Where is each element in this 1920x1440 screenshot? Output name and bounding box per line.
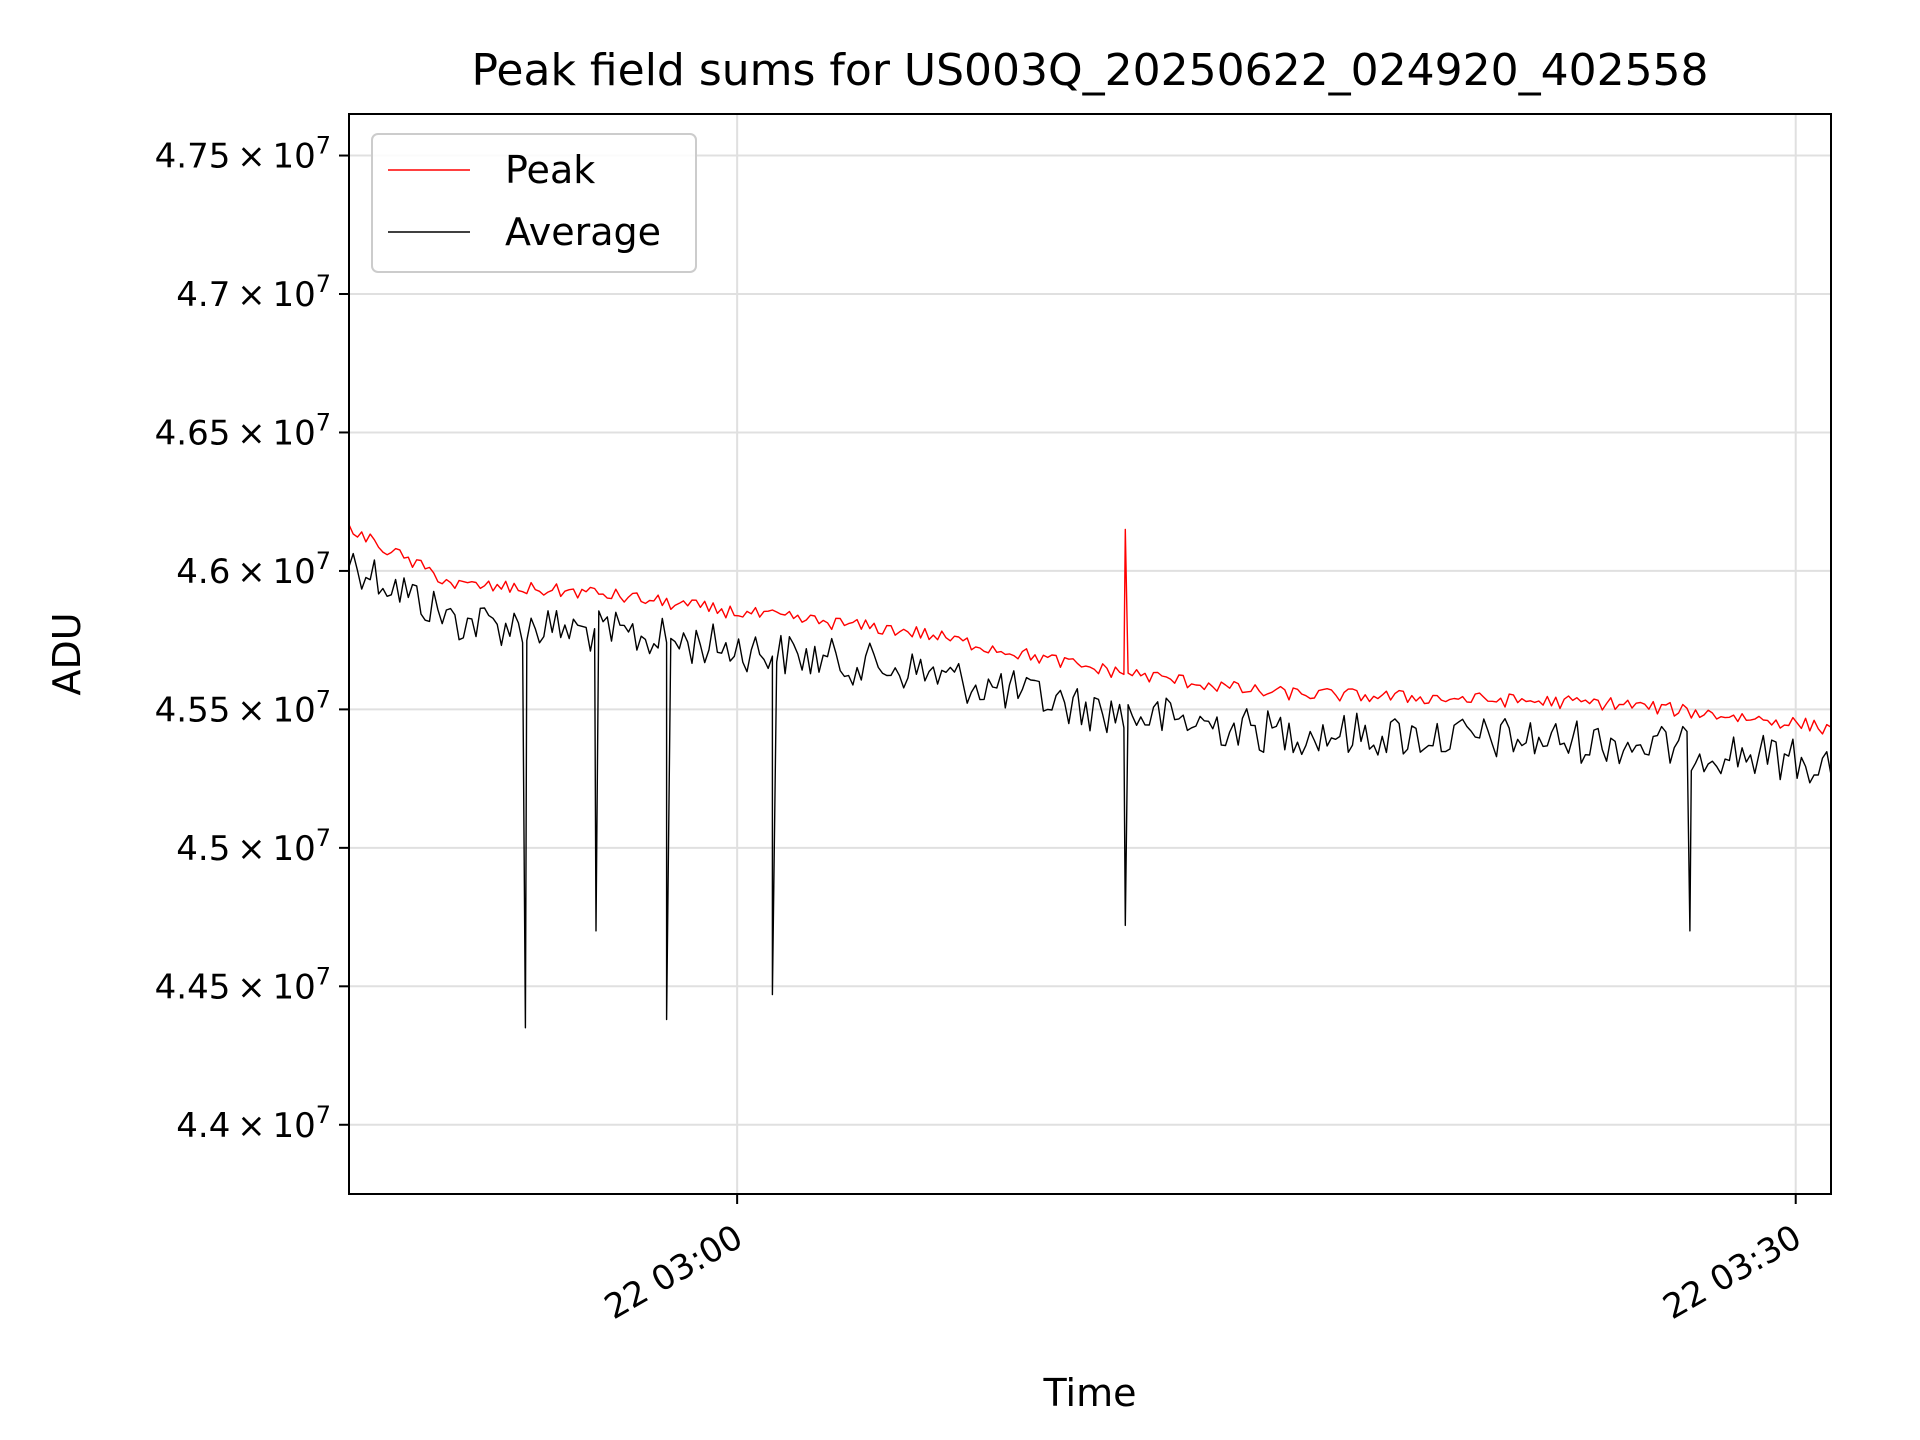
y-axis-label: ADU <box>45 612 89 695</box>
legend-average-label: Average <box>505 210 661 254</box>
y-tick-label: 4.65 × 107 <box>155 408 331 453</box>
y-tick-label: 4.55 × 107 <box>155 685 331 730</box>
chart-title: Peak field sums for US003Q_20250622_0249… <box>471 45 1708 96</box>
x-axis-label: Time <box>1043 1371 1137 1415</box>
y-tick-label: 4.6 × 107 <box>176 547 331 592</box>
y-tick-label: 4.75 × 107 <box>155 132 331 177</box>
y-tick-label: 4.4 × 107 <box>176 1101 331 1146</box>
y-tick-label: 4.5 × 107 <box>176 824 331 869</box>
y-tick-label: 4.7 × 107 <box>176 270 331 315</box>
axes-frame <box>348 113 1832 1195</box>
legend-box <box>371 133 697 273</box>
y-tick-label: 4.45 × 107 <box>155 962 331 1007</box>
legend: Peak Average <box>371 133 697 273</box>
legend-peak-label: Peak <box>505 148 595 192</box>
